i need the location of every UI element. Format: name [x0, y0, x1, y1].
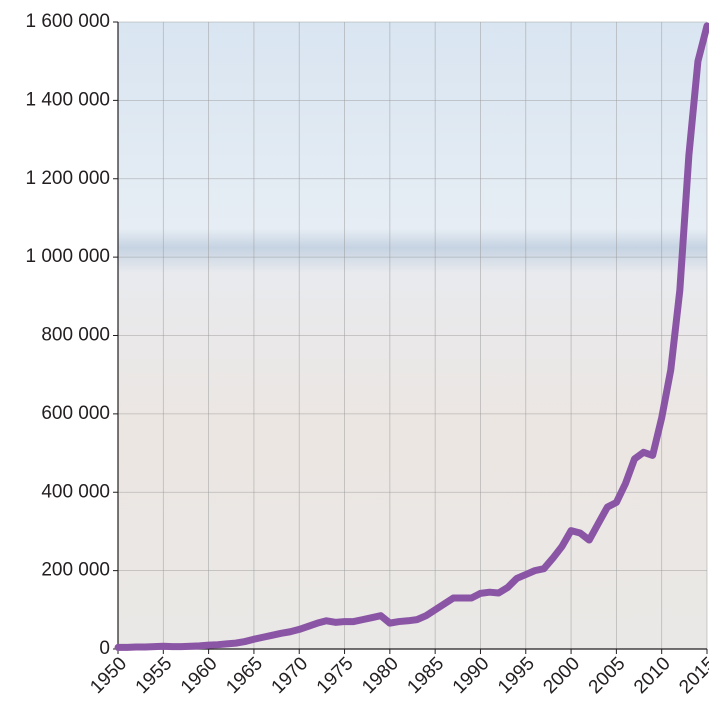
x-tick-label: 1980	[358, 653, 403, 698]
x-tick-label: 1995	[494, 653, 539, 698]
x-tick-label: 1965	[222, 653, 267, 698]
x-tick-label: 2005	[585, 653, 630, 698]
y-tick-label: 200 000	[41, 560, 110, 581]
y-tick-label: 0	[99, 638, 110, 659]
x-tick-label: 1955	[132, 653, 177, 698]
line-series	[114, 22, 709, 651]
x-tick-label: 1975	[313, 653, 358, 698]
grid	[113, 21, 708, 654]
y-tick-label: 1 400 000	[25, 89, 110, 110]
marks	[114, 22, 709, 651]
y-tick-label: 800 000	[41, 325, 110, 346]
x-tick-label: 2010	[630, 653, 675, 698]
x-tick-label: 1950	[86, 653, 131, 698]
y-tick-label: 1 000 000	[25, 246, 110, 267]
x-tick-label: 1985	[403, 653, 448, 698]
y-tick-label: 1 600 000	[25, 11, 110, 32]
x-tick-label: 1970	[268, 653, 313, 698]
y-tick-label: 400 000	[41, 481, 110, 502]
x-tick-label: 1990	[449, 653, 494, 698]
x-tick-label: 1960	[177, 653, 222, 698]
y-tick-label: 600 000	[41, 403, 110, 424]
x-tick-label: 2015	[675, 653, 709, 698]
x-tick-label: 2000	[539, 653, 584, 698]
y-tick-label: 1 200 000	[25, 168, 110, 189]
